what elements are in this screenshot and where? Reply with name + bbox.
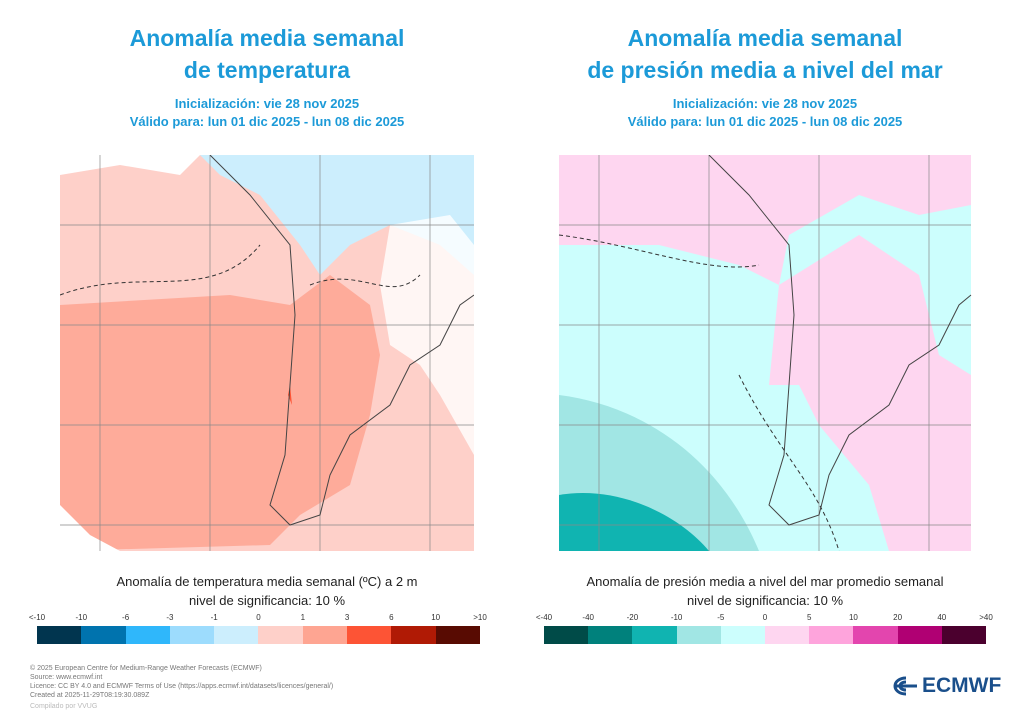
logo-text: ECMWF [922,674,1002,697]
init-date: Inicialización: vie 28 nov 2025 [672,96,858,111]
legend-tick-label: 5 [806,613,812,622]
legend-tick-label: 6 [389,613,394,622]
legend-swatch [676,626,721,644]
legend-tick-label: 10 [431,613,441,622]
valid-range: Válido para: lun 01 dic 2025 - lun 08 di… [627,114,903,129]
legend-tick-label: >10 [473,613,487,622]
temperature-anomaly-map [60,155,474,551]
legend-swatch [302,626,348,644]
left-title: Anomalía media semanal de temperatura [60,22,474,86]
legend-tick-label: -10 [75,613,88,622]
legend-tick-label: -20 [626,613,639,622]
legend-swatch [720,626,766,644]
legend-swatch [941,626,987,644]
legend-swatch [81,626,126,644]
copyright: © 2025 European Centre for Medium-Range … [30,665,262,672]
legend-tick-label: 1 [300,613,306,622]
title-line: Anomalía media semanal [627,25,903,51]
left-caption: Anomalía de temperatura media semanal (º… [60,572,474,610]
caption-title: Anomalía de presión media a nivel del ma… [586,574,944,589]
legend-swatch [214,626,259,644]
title-line: de presión media a nivel del mar [587,57,943,83]
legend-tick-label: 10 [848,613,858,622]
legend-swatch [37,626,82,644]
footer-credits: © 2025 European Centre for Medium-Range … [30,664,333,700]
right-caption: Anomalía de presión media a nivel del ma… [558,572,972,610]
right-title: Anomalía media semanal de presión media a… [558,22,972,86]
title-line: Anomalía media semanal [129,25,405,51]
legend-swatch [588,626,633,644]
legend-tick-label: <-10 [28,613,46,622]
legend-tick-label: -3 [166,613,174,622]
legend-tick-label: >40 [979,613,993,622]
left-subtitle: Inicialización: vie 28 nov 2025 Válido pa… [60,95,474,131]
created-at: Created at 2025-11-29T08:19:30.089Z [30,692,150,699]
temperature-colorbar [37,626,480,644]
valid-range: Válido para: lun 01 dic 2025 - lun 08 di… [129,114,405,129]
legend-tick-label: 3 [344,613,350,622]
legend-tick-label: 20 [893,613,903,622]
source: Source: www.ecmwf.int [30,674,103,681]
legend-swatch [125,626,170,644]
licence: Licence: CC BY 4.0 and ECMWF Terms of Us… [30,683,334,690]
legend-swatch [391,626,436,644]
legend-swatch [897,626,942,644]
pressure-legend-labels: <-40 -40 -20 -10 -5 0 5 10 20 40 >40 [536,613,993,625]
caption-title: Anomalía de temperatura media semanal (º… [116,574,418,589]
legend-tick-label: -6 [122,613,130,622]
significance-level: nivel de significancia: 10 % [686,593,844,608]
title-line: de temperatura [183,57,351,83]
ecmwf-logo: ECMWF [893,674,1001,698]
legend-swatch [347,626,392,644]
legend-tick-label: -5 [717,613,725,622]
legend-tick-label: -40 [582,613,594,622]
legend-tick-label: -1 [210,613,218,622]
legend-swatch [853,626,898,644]
legend-swatch [258,626,303,644]
legend-tick-label: <-40 [535,613,553,622]
init-date: Inicialización: vie 28 nov 2025 [174,96,360,111]
pressure-colorbar [544,626,987,644]
legend-tick-label: -10 [670,613,683,622]
legend-swatch [435,626,480,644]
pressure-anomaly-map [558,155,972,551]
ecmwf-logo-icon [893,676,917,696]
legend-swatch [544,626,589,644]
compiled-by: Compilado por VVUG [30,703,98,710]
legend-swatch [169,626,215,644]
right-subtitle: Inicialización: vie 28 nov 2025 Válido pa… [558,95,972,131]
legend-tick-label: 40 [937,613,947,622]
temperature-legend-labels: <-10 -10 -6 -3 -1 0 1 3 6 10 >10 [29,613,487,625]
legend-swatch [809,626,854,644]
significance-level: nivel de significancia: 10 % [188,593,346,608]
legend-swatch [765,626,810,644]
legend-swatch [632,626,677,644]
legend-tick-label: 0 [256,613,261,622]
legend-tick-label: 0 [762,613,768,622]
